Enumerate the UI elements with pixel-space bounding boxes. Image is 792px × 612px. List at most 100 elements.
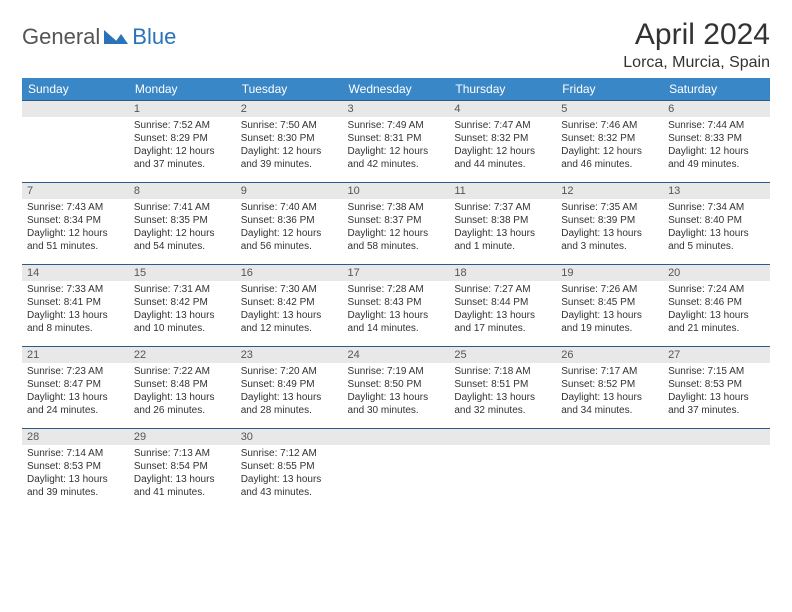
day-details: Sunrise: 7:28 AMSunset: 8:43 PMDaylight:… [343,281,450,340]
day-details: Sunrise: 7:27 AMSunset: 8:44 PMDaylight:… [449,281,556,340]
day-details: Sunrise: 7:50 AMSunset: 8:30 PMDaylight:… [236,117,343,176]
day-number-empty [343,429,450,445]
calendar-day-cell: 10Sunrise: 7:38 AMSunset: 8:37 PMDayligh… [343,183,450,265]
calendar-day-cell: 29Sunrise: 7:13 AMSunset: 8:54 PMDayligh… [129,429,236,511]
calendar-day-cell: 4Sunrise: 7:47 AMSunset: 8:32 PMDaylight… [449,101,556,183]
calendar-day-cell: 6Sunrise: 7:44 AMSunset: 8:33 PMDaylight… [663,101,770,183]
day-details: Sunrise: 7:33 AMSunset: 8:41 PMDaylight:… [22,281,129,340]
day-details: Sunrise: 7:43 AMSunset: 8:34 PMDaylight:… [22,199,129,258]
day-details: Sunrise: 7:41 AMSunset: 8:35 PMDaylight:… [129,199,236,258]
day-number: 13 [663,183,770,199]
day-details: Sunrise: 7:14 AMSunset: 8:53 PMDaylight:… [22,445,129,504]
day-number: 28 [22,429,129,445]
day-details: Sunrise: 7:24 AMSunset: 8:46 PMDaylight:… [663,281,770,340]
day-details: Sunrise: 7:34 AMSunset: 8:40 PMDaylight:… [663,199,770,258]
day-number: 23 [236,347,343,363]
calendar-day-cell: 21Sunrise: 7:23 AMSunset: 8:47 PMDayligh… [22,347,129,429]
calendar-week-row: 1Sunrise: 7:52 AMSunset: 8:29 PMDaylight… [22,101,770,183]
day-number: 6 [663,101,770,117]
day-details: Sunrise: 7:12 AMSunset: 8:55 PMDaylight:… [236,445,343,504]
calendar-day-cell: 27Sunrise: 7:15 AMSunset: 8:53 PMDayligh… [663,347,770,429]
calendar-day-cell: 18Sunrise: 7:27 AMSunset: 8:44 PMDayligh… [449,265,556,347]
day-details: Sunrise: 7:52 AMSunset: 8:29 PMDaylight:… [129,117,236,176]
calendar-day-cell: 30Sunrise: 7:12 AMSunset: 8:55 PMDayligh… [236,429,343,511]
day-number: 4 [449,101,556,117]
day-details: Sunrise: 7:47 AMSunset: 8:32 PMDaylight:… [449,117,556,176]
day-details: Sunrise: 7:49 AMSunset: 8:31 PMDaylight:… [343,117,450,176]
day-number: 2 [236,101,343,117]
day-details: Sunrise: 7:31 AMSunset: 8:42 PMDaylight:… [129,281,236,340]
day-number: 29 [129,429,236,445]
day-number: 11 [449,183,556,199]
day-number: 10 [343,183,450,199]
logo-triangle-icon [104,28,130,46]
day-number: 22 [129,347,236,363]
day-number: 12 [556,183,663,199]
calendar-day-cell: 20Sunrise: 7:24 AMSunset: 8:46 PMDayligh… [663,265,770,347]
day-number-empty [449,429,556,445]
title-block: April 2024 Lorca, Murcia, Spain [623,18,770,72]
day-details: Sunrise: 7:17 AMSunset: 8:52 PMDaylight:… [556,363,663,422]
day-details: Sunrise: 7:15 AMSunset: 8:53 PMDaylight:… [663,363,770,422]
location: Lorca, Murcia, Spain [623,54,770,72]
calendar-week-row: 21Sunrise: 7:23 AMSunset: 8:47 PMDayligh… [22,347,770,429]
logo-text-general: General [22,24,100,50]
weekday-header: Friday [556,78,663,101]
calendar-empty-cell [449,429,556,511]
calendar-day-cell: 9Sunrise: 7:40 AMSunset: 8:36 PMDaylight… [236,183,343,265]
logo: General Blue [22,24,176,50]
calendar-day-cell: 19Sunrise: 7:26 AMSunset: 8:45 PMDayligh… [556,265,663,347]
calendar-empty-cell [663,429,770,511]
weekday-header: Tuesday [236,78,343,101]
day-number: 14 [22,265,129,281]
day-number: 21 [22,347,129,363]
day-details: Sunrise: 7:18 AMSunset: 8:51 PMDaylight:… [449,363,556,422]
calendar-day-cell: 7Sunrise: 7:43 AMSunset: 8:34 PMDaylight… [22,183,129,265]
day-details: Sunrise: 7:30 AMSunset: 8:42 PMDaylight:… [236,281,343,340]
day-details: Sunrise: 7:38 AMSunset: 8:37 PMDaylight:… [343,199,450,258]
weekday-row: SundayMondayTuesdayWednesdayThursdayFrid… [22,78,770,101]
calendar-day-cell: 13Sunrise: 7:34 AMSunset: 8:40 PMDayligh… [663,183,770,265]
day-number: 17 [343,265,450,281]
weekday-header: Sunday [22,78,129,101]
calendar-day-cell: 26Sunrise: 7:17 AMSunset: 8:52 PMDayligh… [556,347,663,429]
day-details: Sunrise: 7:44 AMSunset: 8:33 PMDaylight:… [663,117,770,176]
calendar-day-cell: 1Sunrise: 7:52 AMSunset: 8:29 PMDaylight… [129,101,236,183]
calendar-day-cell: 25Sunrise: 7:18 AMSunset: 8:51 PMDayligh… [449,347,556,429]
calendar-week-row: 28Sunrise: 7:14 AMSunset: 8:53 PMDayligh… [22,429,770,511]
day-details: Sunrise: 7:37 AMSunset: 8:38 PMDaylight:… [449,199,556,258]
day-number-empty [663,429,770,445]
calendar-day-cell: 17Sunrise: 7:28 AMSunset: 8:43 PMDayligh… [343,265,450,347]
calendar-day-cell: 5Sunrise: 7:46 AMSunset: 8:32 PMDaylight… [556,101,663,183]
day-number-empty [22,101,129,117]
day-details: Sunrise: 7:35 AMSunset: 8:39 PMDaylight:… [556,199,663,258]
day-number-empty [556,429,663,445]
logo-text-blue: Blue [132,24,176,50]
day-number: 5 [556,101,663,117]
day-number: 26 [556,347,663,363]
calendar-day-cell: 3Sunrise: 7:49 AMSunset: 8:31 PMDaylight… [343,101,450,183]
day-number: 7 [22,183,129,199]
day-number: 16 [236,265,343,281]
header: General Blue April 2024 Lorca, Murcia, S… [22,18,770,72]
calendar-day-cell: 12Sunrise: 7:35 AMSunset: 8:39 PMDayligh… [556,183,663,265]
day-number: 1 [129,101,236,117]
calendar-empty-cell [556,429,663,511]
day-number: 15 [129,265,236,281]
day-details: Sunrise: 7:20 AMSunset: 8:49 PMDaylight:… [236,363,343,422]
calendar-day-cell: 15Sunrise: 7:31 AMSunset: 8:42 PMDayligh… [129,265,236,347]
day-number: 30 [236,429,343,445]
calendar-week-row: 14Sunrise: 7:33 AMSunset: 8:41 PMDayligh… [22,265,770,347]
day-details: Sunrise: 7:22 AMSunset: 8:48 PMDaylight:… [129,363,236,422]
calendar-day-cell: 22Sunrise: 7:22 AMSunset: 8:48 PMDayligh… [129,347,236,429]
day-number: 8 [129,183,236,199]
calendar-day-cell: 23Sunrise: 7:20 AMSunset: 8:49 PMDayligh… [236,347,343,429]
calendar-day-cell: 11Sunrise: 7:37 AMSunset: 8:38 PMDayligh… [449,183,556,265]
day-details: Sunrise: 7:23 AMSunset: 8:47 PMDaylight:… [22,363,129,422]
calendar-empty-cell [343,429,450,511]
calendar-day-cell: 24Sunrise: 7:19 AMSunset: 8:50 PMDayligh… [343,347,450,429]
day-number: 27 [663,347,770,363]
day-details: Sunrise: 7:19 AMSunset: 8:50 PMDaylight:… [343,363,450,422]
day-number: 3 [343,101,450,117]
calendar-day-cell: 28Sunrise: 7:14 AMSunset: 8:53 PMDayligh… [22,429,129,511]
